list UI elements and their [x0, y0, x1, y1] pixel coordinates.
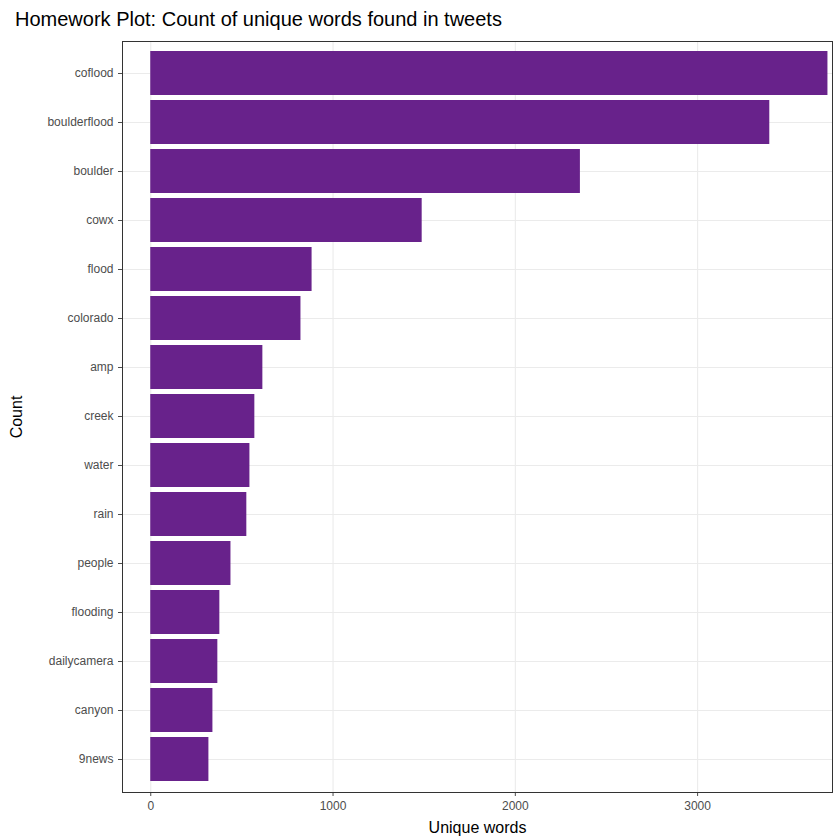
svg-text:coflood: coflood — [75, 66, 114, 80]
svg-text:cowx: cowx — [86, 213, 113, 227]
svg-text:flood: flood — [87, 262, 113, 276]
svg-text:rain: rain — [93, 507, 113, 521]
html-text:Homework Plot: Count of unique: Homework Plot: Count of unique words fou… — [15, 8, 502, 30]
svg-text:flooding: flooding — [71, 605, 113, 619]
svg-text:boulderflood: boulderflood — [47, 115, 113, 129]
svg-text:1000: 1000 — [320, 799, 347, 813]
svg-text:canyon: canyon — [75, 703, 114, 717]
svg-text:2000: 2000 — [502, 799, 529, 813]
svg-text:0: 0 — [147, 799, 154, 813]
svg-text:dailycamera: dailycamera — [49, 654, 114, 668]
svg-text:water: water — [83, 458, 113, 472]
svg-text:people: people — [77, 556, 113, 570]
svg-text:amp: amp — [90, 360, 114, 374]
svg-text:Unique words: Unique words — [429, 819, 527, 836]
svg-text:boulder: boulder — [73, 164, 113, 178]
svg-text:3000: 3000 — [684, 799, 711, 813]
svg-text:9news: 9news — [79, 752, 114, 766]
svg-text:Count: Count — [8, 395, 25, 438]
svg-text:colorado: colorado — [67, 311, 113, 325]
svg-text:creek: creek — [84, 409, 114, 423]
